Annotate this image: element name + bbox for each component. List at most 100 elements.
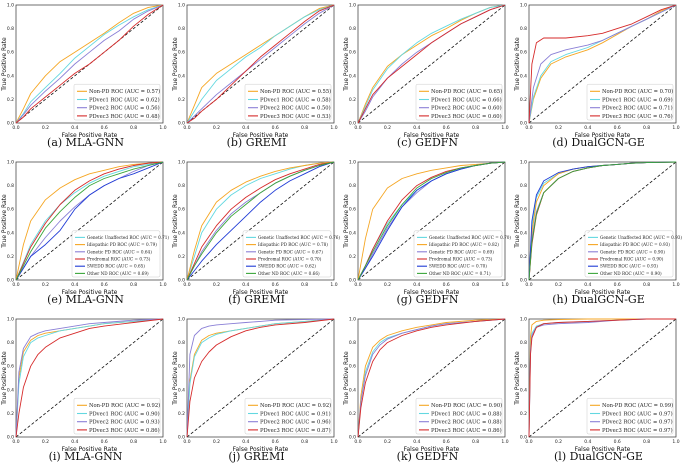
- legend-entry: Genetic Unaffected ROC (AUC = 0.76): [258, 235, 340, 240]
- y-tick-label: 0.8: [178, 183, 185, 189]
- x-tick-label: 0.8: [301, 439, 308, 445]
- x-tick-label: 0.0: [183, 125, 190, 131]
- legend: Non-PD ROC (AUC = 0.55)PDvec1 ROC (AUC =…: [244, 83, 332, 121]
- x-tick-label: 0.8: [643, 125, 650, 131]
- legend-entry: PDvec3 ROC (AUC = 0.53): [260, 113, 331, 120]
- x-tick-label: 0.0: [354, 282, 361, 288]
- y-tick-label: 0.8: [520, 183, 527, 189]
- y-tick-label: 1.0: [178, 160, 185, 166]
- y-tick-label: 0.8: [349, 26, 356, 32]
- legend-box: [586, 397, 674, 435]
- x-tick-label: 0.0: [354, 125, 361, 131]
- x-axis-label: False Positive Rate: [404, 132, 460, 139]
- x-tick-label: 0.6: [272, 282, 279, 288]
- legend-box: [244, 397, 332, 435]
- roc-curve-4: [15, 161, 164, 281]
- panel-caption-k: (k) GEDFN: [396, 450, 459, 463]
- x-tick-label: 0.4: [242, 282, 249, 288]
- legend-entry: PDvec1 ROC (AUC = 0.88): [431, 410, 502, 417]
- y-axis-label: True Positive Rate: [1, 351, 8, 406]
- legend-entry: PDvec1 ROC (AUC = 0.69): [602, 96, 673, 103]
- y-tick-label: 0.2: [178, 254, 185, 260]
- x-tick-label: 0.6: [614, 125, 621, 131]
- x-tick-label: 0.0: [183, 439, 190, 445]
- roc-curve-3: [186, 318, 335, 438]
- legend-entry: PDvec2 ROC (AUC = 0.60): [431, 105, 502, 112]
- roc-panel-a: 0.0 0.0 0.2 0.2 0.4 0.4 0.6 0.6 0.8 0.8 1.0 1.0 Fals…: [0, 0, 171, 157]
- x-tick-label: 0.6: [272, 125, 279, 131]
- roc-curve-4: [528, 4, 677, 124]
- y-tick-label: 0.0: [349, 121, 356, 127]
- y-tick-label: 0.4: [349, 230, 356, 236]
- y-tick-label: 0.4: [7, 73, 14, 79]
- x-tick-label: 1.0: [330, 439, 337, 445]
- legend-entry: PDvec1 ROC (AUC = 0.66): [431, 96, 502, 103]
- legend-entry: Idiopathic PD ROC (AUC = 0.79): [87, 242, 157, 247]
- legend-entry: PDvec2 ROC (AUC = 0.71): [602, 105, 673, 112]
- y-axis-label: True Positive Rate: [514, 351, 521, 406]
- roc-curve-5: [186, 161, 335, 281]
- roc-panel-c: 0.0 0.0 0.2 0.2 0.4 0.4 0.6 0.6 0.8 0.8 1.0 1.0 Fals…: [342, 0, 513, 157]
- legend-box: [413, 230, 503, 278]
- roc-panel-e: 0.0 0.0 0.2 0.2 0.4 0.4 0.6 0.6 0.8 0.8 1.0 1.0 Fals…: [0, 157, 171, 314]
- x-tick-label: 0.0: [525, 282, 532, 288]
- x-tick-label: 0.8: [130, 439, 137, 445]
- roc-plot-g: 0.00.0 0.2 0.2 0.4 0.4 0.6 0.6 0.8 0.8 1.0 1.0 Fals…: [343, 160, 511, 297]
- roc-plot-j: 0.00.0 0.2 0.2 0.4 0.4 0.6 0.6 0.8 0.8 1.0 1.0 Fals…: [172, 317, 338, 454]
- panel-caption-a: (a) MLA-GNN: [47, 136, 124, 149]
- roc-curve-2: [15, 4, 164, 124]
- y-tick-label: 0.0: [520, 435, 527, 441]
- x-axis-label: False Positive Rate: [404, 289, 460, 296]
- x-tick-label: 0.2: [213, 125, 220, 131]
- legend-entry: PDvec3 ROC (AUC = 0.76): [602, 113, 673, 120]
- roc-plot-k: 0.00.0 0.2 0.2 0.4 0.4 0.6 0.6 0.8 0.8 1.0 1.0 Fals…: [343, 317, 509, 454]
- y-axis-label: True Positive Rate: [1, 37, 8, 92]
- y-tick-label: 1.0: [7, 160, 14, 166]
- legend-box: [73, 83, 161, 121]
- x-tick-label: 1.0: [501, 125, 508, 131]
- y-tick-label: 0.4: [178, 73, 185, 79]
- y-tick-label: 0.2: [349, 97, 356, 103]
- legend: Genetic Unaffected ROC (AUC = 0.76) Idiop…: [242, 230, 340, 278]
- panel-caption-i: (i) MLA-GNN: [48, 450, 123, 463]
- legend-box: [71, 230, 161, 278]
- y-tick-label: 0.4: [7, 387, 14, 393]
- y-tick-label: 0.4: [349, 73, 356, 79]
- legend-entry: Non-PD ROC (AUC = 0.70): [602, 88, 673, 95]
- roc-panel-f: 0.0 0.0 0.2 0.2 0.4 0.4 0.6 0.6 0.8 0.8 1.0 1.0 Fals…: [171, 157, 342, 314]
- y-tick-label: 0.2: [520, 97, 527, 103]
- legend-entry: PDvec1 ROC (AUC = 0.91): [260, 410, 331, 417]
- y-tick-label: 0.6: [178, 50, 185, 56]
- x-tick-label: 0.6: [101, 282, 108, 288]
- legend: Genetic Unaffected ROC (AUC = 0.93) Idiop…: [584, 230, 682, 278]
- y-tick-label: 0.0: [349, 278, 356, 284]
- plot-frame: [186, 4, 335, 124]
- legend-entry: Other ND ROC (AUC = 0.90): [600, 271, 662, 276]
- x-tick-label: 0.4: [413, 439, 420, 445]
- legend-box: [415, 83, 503, 121]
- legend-entry: PDvec2 ROC (AUC = 0.50): [260, 105, 331, 112]
- plot-frame: [15, 318, 164, 438]
- y-tick-label: 0.6: [520, 207, 527, 213]
- x-tick-label: 0.8: [472, 125, 479, 131]
- plot-frame: [186, 161, 335, 281]
- x-tick-label: 1.0: [330, 125, 337, 131]
- y-tick-label: 0.0: [520, 278, 527, 284]
- roc-panel-g: 0.0 0.0 0.2 0.2 0.4 0.4 0.6 0.6 0.8 0.8 1.0 1.0 Fals…: [342, 157, 513, 314]
- x-tick-label: 0.0: [12, 439, 19, 445]
- roc-plot-f: 0.00.0 0.2 0.2 0.4 0.4 0.6 0.6 0.8 0.8 1.0 1.0 Fals…: [172, 160, 340, 297]
- y-tick-label: 0.6: [349, 50, 356, 56]
- x-tick-label: 0.4: [584, 125, 591, 131]
- legend-entry: PDvec3 ROC (AUC = 0.87): [260, 427, 331, 434]
- legend: Non-PD ROC (AUC = 0.65)PDvec1 ROC (AUC =…: [415, 83, 503, 121]
- x-tick-label: 0.4: [584, 439, 591, 445]
- panel-caption-j: (j) GREMI: [228, 450, 285, 463]
- roc-curve-4: [357, 318, 506, 438]
- panel-caption-f: (f) GREMI: [228, 293, 285, 306]
- chance-diagonal: [357, 4, 506, 124]
- x-tick-label: 1.0: [330, 282, 337, 288]
- y-tick-label: 0.8: [349, 340, 356, 346]
- roc-curve-2: [186, 161, 335, 281]
- panel-caption-c: (c) GEDFN: [396, 136, 459, 149]
- x-tick-label: 0.6: [443, 125, 450, 131]
